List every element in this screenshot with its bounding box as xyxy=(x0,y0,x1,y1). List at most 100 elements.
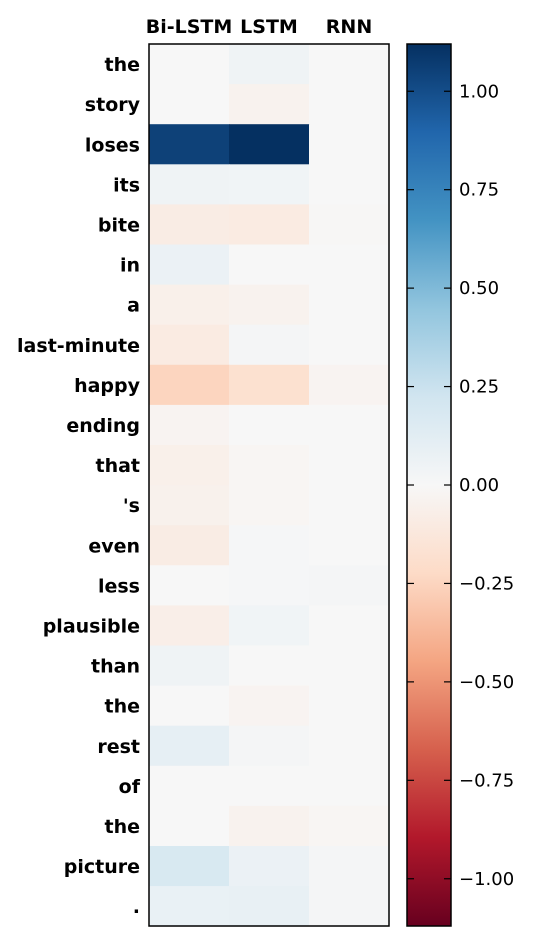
heatmap-cell xyxy=(229,645,310,687)
heatmap-cell xyxy=(149,565,230,606)
heatmap-cell xyxy=(229,164,310,205)
heatmap-cell xyxy=(149,846,230,887)
heatmap-cell xyxy=(149,886,230,927)
colorbar xyxy=(406,43,452,927)
heatmap-cell xyxy=(149,485,230,526)
colorbar-tick-label: 1.00 xyxy=(459,81,499,102)
column-label: Bi-LSTM xyxy=(146,16,233,38)
heatmap-cell xyxy=(149,805,230,847)
heatmap-cell xyxy=(309,645,390,687)
colorbar-tick-label: 0.00 xyxy=(459,475,499,496)
heatmap-cell xyxy=(149,725,230,767)
row-label: loses xyxy=(85,134,140,156)
colorbar-tick-label: −0.25 xyxy=(459,573,514,594)
heatmap-cell xyxy=(149,685,230,727)
row-label: happy xyxy=(74,375,141,397)
row-label: the xyxy=(105,696,141,718)
row-label: picture xyxy=(64,856,140,878)
row-label: ending xyxy=(66,415,140,437)
heatmap-cell xyxy=(309,565,390,606)
row-label: . xyxy=(133,896,140,918)
row-label: 's xyxy=(123,495,140,517)
heatmap-cell xyxy=(229,445,310,486)
heatmap-cell xyxy=(149,645,230,687)
heatmap-cell xyxy=(149,605,230,646)
heatmap-cell xyxy=(309,685,390,727)
row-label: the xyxy=(105,816,141,838)
heatmap-cell xyxy=(309,124,390,165)
heatmap-cell xyxy=(149,84,230,125)
heatmap-cell xyxy=(309,846,390,887)
heatmap-cell xyxy=(309,164,390,205)
heatmap-cell xyxy=(149,525,230,566)
row-label: story xyxy=(85,94,141,116)
heatmap-cells xyxy=(149,44,390,927)
heatmap-cell xyxy=(309,605,390,646)
heatmap-cell xyxy=(309,44,390,85)
row-label: even xyxy=(88,535,140,557)
row-label: the xyxy=(105,54,141,76)
heatmap-cell xyxy=(149,164,230,205)
heatmap-cell xyxy=(149,124,230,165)
heatmap-frame xyxy=(148,43,390,927)
heatmap-cell xyxy=(229,124,310,165)
heatmap-cell xyxy=(149,445,230,486)
colorbar-ticks: 1.00 0.75 0.50 0.25 0.00 −0.25 −0.50 −0.75 −1.00 xyxy=(407,81,514,890)
row-label: a xyxy=(127,295,140,317)
heatmap-cell xyxy=(229,525,310,566)
row-label: that xyxy=(95,455,140,477)
heatmap-cell xyxy=(229,44,310,85)
heatmap-cell xyxy=(309,485,390,526)
heatmap-cell xyxy=(149,204,230,245)
colorbar-tick-label: 0.50 xyxy=(459,278,499,299)
heatmap-cell xyxy=(229,605,310,646)
heatmap-cell xyxy=(309,84,390,125)
heatmap-cell xyxy=(149,765,230,807)
heatmap-cell xyxy=(309,364,390,406)
heatmap-cell xyxy=(229,485,310,526)
row-label: plausible xyxy=(43,615,140,637)
heatmap-cell xyxy=(229,886,310,927)
heatmap-cell xyxy=(229,685,310,727)
row-label: less xyxy=(98,575,140,597)
heatmap-cell xyxy=(309,725,390,767)
heatmap-cell xyxy=(149,284,230,326)
heatmap-cell xyxy=(149,324,230,366)
heatmap-cell xyxy=(229,846,310,887)
row-label: last-minute xyxy=(17,335,140,357)
column-label: LSTM xyxy=(240,16,298,38)
row-label: than xyxy=(91,656,140,678)
heatmap-cell xyxy=(229,404,310,446)
heatmap-cell xyxy=(149,44,230,85)
heatmap-cell xyxy=(229,284,310,326)
colorbar-tick-label: −1.00 xyxy=(459,869,514,890)
row-label: of xyxy=(119,776,141,798)
heatmap-cell xyxy=(309,284,390,326)
column-label: RNN xyxy=(326,16,372,38)
heatmap-cell xyxy=(229,244,310,286)
heatmap-cell xyxy=(309,805,390,847)
heatmap-cell xyxy=(229,565,310,606)
colorbar-tick-label: 0.75 xyxy=(459,180,499,201)
heatmap-cell xyxy=(309,244,390,286)
colorbar-tick-label: −0.75 xyxy=(459,770,514,791)
row-label: in xyxy=(120,255,140,277)
colorbar-tick-label: 0.25 xyxy=(459,377,499,398)
heatmap-cell xyxy=(229,364,310,406)
heatmap-cell xyxy=(149,404,230,446)
row-label: bite xyxy=(98,214,140,236)
heatmap-cell xyxy=(309,404,390,446)
heatmap-cell xyxy=(229,765,310,807)
heatmap-cell xyxy=(149,364,230,406)
heatmap-cell xyxy=(309,525,390,566)
row-label: its xyxy=(113,174,140,196)
row-labels: the story loses its bite in a last-minute happy e… xyxy=(17,54,141,918)
heatmap-cell xyxy=(229,324,310,366)
heatmap-cell xyxy=(309,886,390,927)
heatmap-cell xyxy=(309,765,390,807)
column-labels: Bi-LSTM LSTM RNN xyxy=(146,16,372,38)
heatmap-cell xyxy=(229,725,310,767)
heatmap-cell xyxy=(229,84,310,125)
heatmap-cell xyxy=(309,445,390,486)
